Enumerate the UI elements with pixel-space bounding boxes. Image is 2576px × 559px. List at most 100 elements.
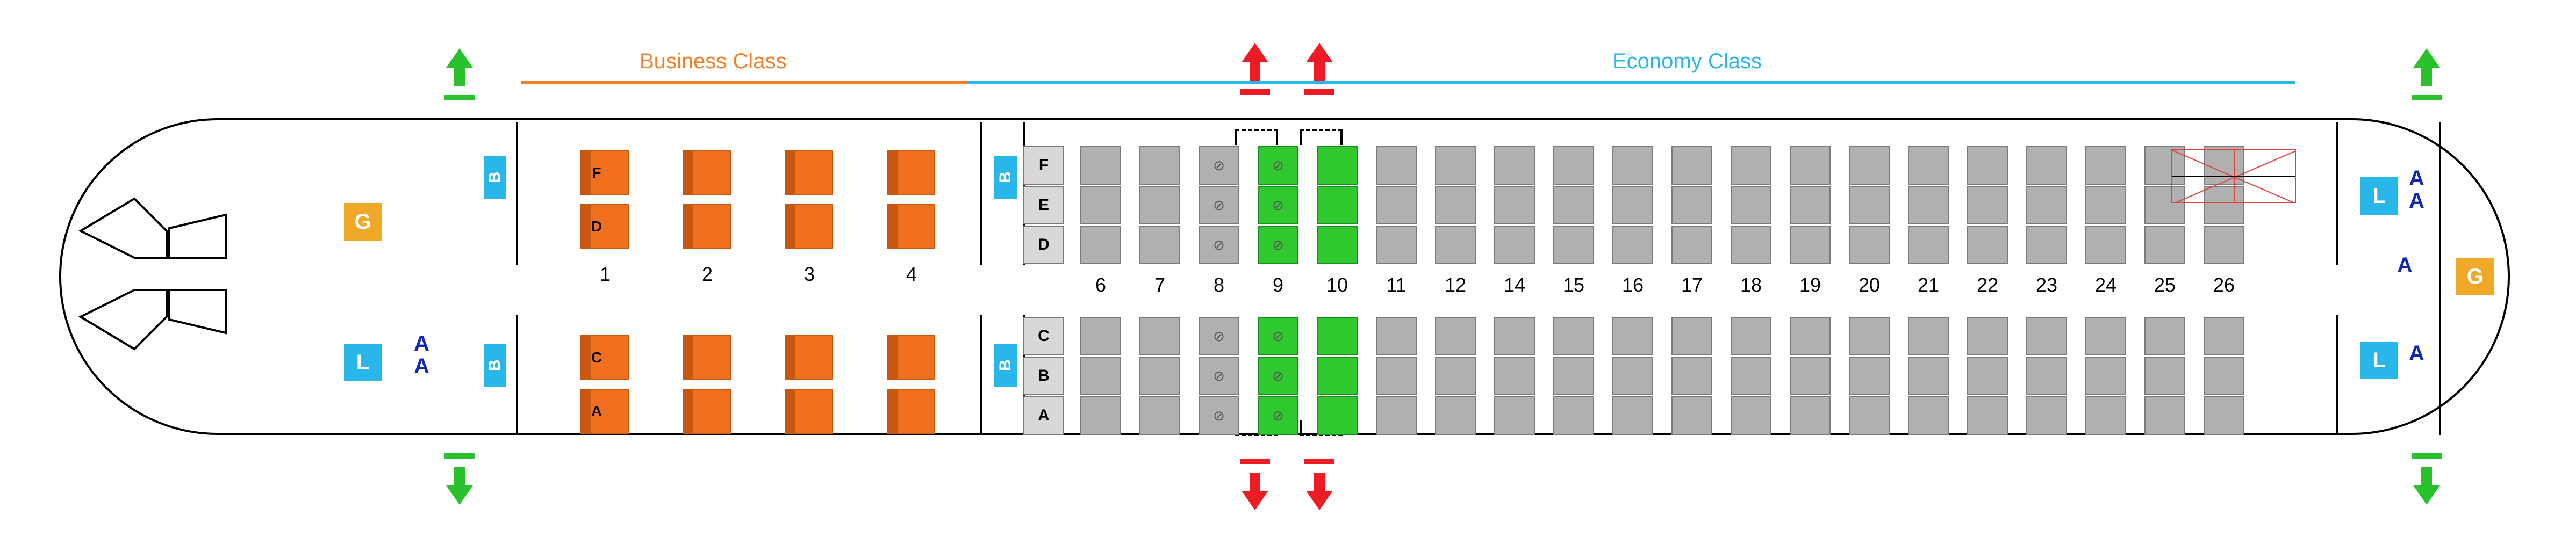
business-seat[interactable]: [785, 150, 833, 195]
economy-seat[interactable]: [1080, 317, 1121, 355]
economy-seat[interactable]: [1317, 226, 1358, 264]
economy-seat[interactable]: [1317, 146, 1358, 185]
economy-seat[interactable]: [1612, 357, 1653, 395]
economy-seat[interactable]: [1435, 226, 1476, 264]
economy-seat[interactable]: [1139, 186, 1180, 224]
economy-seat[interactable]: [1553, 396, 1594, 435]
economy-seat[interactable]: [1494, 186, 1535, 224]
economy-seat[interactable]: [1553, 186, 1594, 224]
economy-seat[interactable]: [1908, 357, 1949, 395]
economy-seat[interactable]: ⊘: [1199, 317, 1239, 355]
economy-seat[interactable]: [1435, 396, 1476, 435]
economy-seat[interactable]: [1790, 186, 1831, 224]
economy-seat[interactable]: [1849, 396, 1890, 435]
economy-seat[interactable]: [1967, 226, 2008, 264]
economy-seat[interactable]: [2026, 146, 2067, 185]
economy-seat[interactable]: [1376, 146, 1417, 185]
economy-seat[interactable]: [1908, 146, 1949, 185]
economy-seat[interactable]: [1612, 396, 1653, 435]
economy-seat[interactable]: [1317, 357, 1358, 395]
economy-seat[interactable]: [2204, 226, 2244, 264]
economy-seat[interactable]: [1494, 146, 1535, 185]
economy-seat[interactable]: [1435, 186, 1476, 224]
economy-seat[interactable]: [1553, 357, 1594, 395]
economy-seat[interactable]: [1317, 396, 1358, 435]
economy-seat[interactable]: ⊘: [1258, 146, 1298, 185]
economy-seat[interactable]: [1435, 317, 1476, 355]
economy-seat[interactable]: [1612, 226, 1653, 264]
business-seat[interactable]: [887, 204, 935, 249]
economy-seat[interactable]: [1790, 226, 1831, 264]
economy-seat[interactable]: [1376, 357, 1417, 395]
economy-seat[interactable]: ⊘: [1199, 146, 1239, 185]
economy-seat[interactable]: [1849, 357, 1890, 395]
economy-seat[interactable]: [1612, 146, 1653, 185]
economy-seat[interactable]: [1612, 186, 1653, 224]
economy-seat[interactable]: [1967, 357, 2008, 395]
economy-seat[interactable]: ⊘: [1258, 186, 1298, 224]
economy-seat[interactable]: [2085, 186, 2126, 224]
economy-seat[interactable]: [2026, 357, 2067, 395]
economy-seat[interactable]: [2085, 396, 2126, 435]
economy-seat[interactable]: ⊘: [1199, 396, 1239, 435]
economy-seat[interactable]: [2144, 357, 2185, 395]
economy-seat[interactable]: [1908, 396, 1949, 435]
economy-seat[interactable]: [2085, 357, 2126, 395]
economy-seat[interactable]: ⊘: [1258, 226, 1298, 264]
economy-seat[interactable]: [1790, 317, 1831, 355]
economy-seat[interactable]: [1967, 146, 2008, 185]
economy-seat[interactable]: [1731, 357, 1771, 395]
economy-seat[interactable]: [1731, 226, 1771, 264]
business-seat[interactable]: [683, 389, 731, 434]
economy-seat[interactable]: [1790, 396, 1831, 435]
economy-seat[interactable]: [1494, 357, 1535, 395]
economy-seat[interactable]: [1376, 186, 1417, 224]
economy-seat[interactable]: [1849, 186, 1890, 224]
economy-seat[interactable]: ⊘: [1258, 396, 1298, 435]
economy-seat[interactable]: [2026, 186, 2067, 224]
economy-seat[interactable]: [1317, 186, 1358, 224]
business-seat[interactable]: [887, 335, 935, 380]
economy-seat[interactable]: [1080, 396, 1121, 435]
economy-seat[interactable]: [1967, 396, 2008, 435]
economy-seat[interactable]: [1671, 226, 1712, 264]
economy-seat[interactable]: [1671, 357, 1712, 395]
economy-seat[interactable]: [1671, 396, 1712, 435]
economy-seat[interactable]: ⊘: [1199, 226, 1239, 264]
economy-seat[interactable]: [1494, 317, 1535, 355]
economy-seat[interactable]: [2026, 317, 2067, 355]
economy-seat[interactable]: [1376, 396, 1417, 435]
economy-seat[interactable]: [1139, 226, 1180, 264]
economy-seat[interactable]: [1790, 146, 1831, 185]
economy-seat[interactable]: [1671, 186, 1712, 224]
business-seat[interactable]: [887, 150, 935, 195]
economy-seat[interactable]: [1967, 317, 2008, 355]
economy-seat[interactable]: [1139, 357, 1180, 395]
economy-seat[interactable]: [2204, 396, 2244, 435]
business-seat[interactable]: [683, 150, 731, 195]
economy-seat[interactable]: [1671, 146, 1712, 185]
economy-seat[interactable]: [1908, 317, 1949, 355]
economy-seat[interactable]: [2085, 146, 2126, 185]
economy-seat[interactable]: [1376, 226, 1417, 264]
economy-seat[interactable]: [2085, 226, 2126, 264]
economy-seat[interactable]: [2144, 396, 2185, 435]
economy-seat[interactable]: [1553, 146, 1594, 185]
economy-seat[interactable]: [2026, 226, 2067, 264]
economy-seat[interactable]: [1849, 317, 1890, 355]
economy-seat[interactable]: [1731, 396, 1771, 435]
economy-seat[interactable]: [1849, 146, 1890, 185]
economy-seat[interactable]: [1849, 226, 1890, 264]
economy-seat[interactable]: [2204, 317, 2244, 355]
economy-seat[interactable]: [1317, 317, 1358, 355]
economy-seat[interactable]: [1080, 186, 1121, 224]
economy-seat[interactable]: [2144, 226, 2185, 264]
economy-seat[interactable]: [1139, 146, 1180, 185]
economy-seat[interactable]: [1612, 317, 1653, 355]
business-seat[interactable]: [887, 389, 935, 434]
economy-seat[interactable]: [1790, 357, 1831, 395]
economy-seat[interactable]: [1080, 357, 1121, 395]
economy-seat[interactable]: [2204, 357, 2244, 395]
economy-seat[interactable]: [1553, 317, 1594, 355]
economy-seat[interactable]: [2026, 396, 2067, 435]
